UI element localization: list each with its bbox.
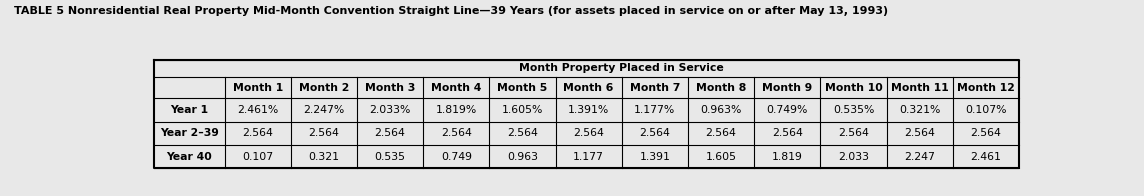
Text: Month 7: Month 7 xyxy=(629,83,680,93)
Text: 2.461%: 2.461% xyxy=(237,105,278,115)
Text: 0.535%: 0.535% xyxy=(833,105,874,115)
Text: 2.564: 2.564 xyxy=(970,128,1001,138)
Text: 0.107%: 0.107% xyxy=(966,105,1007,115)
Text: Month 6: Month 6 xyxy=(564,83,614,93)
Text: Month 12: Month 12 xyxy=(956,83,1015,93)
Text: 0.749: 0.749 xyxy=(440,152,471,162)
Text: Month 4: Month 4 xyxy=(431,83,482,93)
Text: 2.033%: 2.033% xyxy=(370,105,411,115)
Text: 0.963: 0.963 xyxy=(507,152,538,162)
Text: 2.564: 2.564 xyxy=(639,128,670,138)
Text: 1.391: 1.391 xyxy=(639,152,670,162)
Text: Month 8: Month 8 xyxy=(696,83,746,93)
Text: Year 2–39: Year 2–39 xyxy=(160,128,219,138)
Text: Month 9: Month 9 xyxy=(762,83,812,93)
Text: 0.963%: 0.963% xyxy=(700,105,741,115)
Text: TABLE 5 Nonresidential Real Property Mid-Month Convention Straight Line—39 Years: TABLE 5 Nonresidential Real Property Mid… xyxy=(14,6,888,16)
Text: 2.564: 2.564 xyxy=(573,128,604,138)
Text: Month Property Placed in Service: Month Property Placed in Service xyxy=(519,64,724,74)
Text: 1.177: 1.177 xyxy=(573,152,604,162)
Text: Month 3: Month 3 xyxy=(365,83,415,93)
Text: Month 1: Month 1 xyxy=(232,83,283,93)
Text: Month 10: Month 10 xyxy=(825,83,882,93)
Text: 1.819%: 1.819% xyxy=(436,105,477,115)
Text: 2.247: 2.247 xyxy=(904,152,935,162)
Text: 0.321%: 0.321% xyxy=(899,105,940,115)
Text: 1.605%: 1.605% xyxy=(502,105,543,115)
Text: 2.564: 2.564 xyxy=(374,128,405,138)
Text: Year 40: Year 40 xyxy=(166,152,212,162)
Text: 0.321: 0.321 xyxy=(309,152,340,162)
Text: Month 5: Month 5 xyxy=(498,83,548,93)
Text: Month 2: Month 2 xyxy=(299,83,349,93)
Text: 2.564: 2.564 xyxy=(309,128,340,138)
Text: 2.564: 2.564 xyxy=(243,128,273,138)
Text: Month 11: Month 11 xyxy=(891,83,948,93)
Text: 2.247%: 2.247% xyxy=(303,105,344,115)
Text: 2.564: 2.564 xyxy=(440,128,471,138)
Text: 0.535: 0.535 xyxy=(374,152,406,162)
Text: Year 1: Year 1 xyxy=(170,105,208,115)
Text: 0.107: 0.107 xyxy=(243,152,273,162)
Text: 2.033: 2.033 xyxy=(837,152,869,162)
Text: 2.461: 2.461 xyxy=(970,152,1001,162)
Text: 2.564: 2.564 xyxy=(772,128,803,138)
Text: 0.749%: 0.749% xyxy=(766,105,808,115)
Text: 2.564: 2.564 xyxy=(839,128,869,138)
Text: 1.819: 1.819 xyxy=(772,152,803,162)
Text: 1.177%: 1.177% xyxy=(634,105,675,115)
Text: 2.564: 2.564 xyxy=(904,128,935,138)
Text: 2.564: 2.564 xyxy=(507,128,538,138)
Text: 2.564: 2.564 xyxy=(706,128,737,138)
Text: 1.605: 1.605 xyxy=(706,152,737,162)
Text: 1.391%: 1.391% xyxy=(569,105,610,115)
